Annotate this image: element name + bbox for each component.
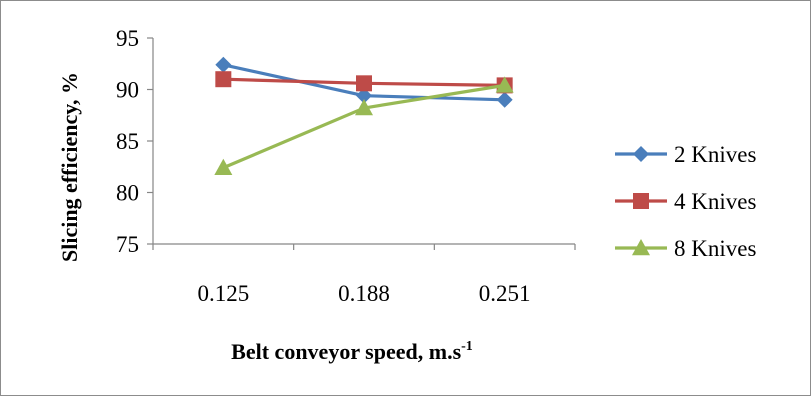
- x-tick-label: 0.251: [479, 281, 531, 306]
- data-point-8-knives: [495, 76, 514, 93]
- y-tick-label: 80: [116, 181, 139, 206]
- x-axis-title-text: Belt conveyor speed, m.s: [231, 339, 461, 364]
- legend-label: 4 Knives: [674, 189, 756, 214]
- data-point-2-knives: [356, 87, 372, 104]
- series-2-knives: [215, 56, 513, 108]
- x-axis-title-superscript: -1: [461, 339, 473, 354]
- data-point-2-knives: [215, 56, 232, 73]
- series-layer: [214, 56, 514, 175]
- y-tick-label: 85: [116, 129, 139, 154]
- x-axis-title: Belt conveyor speed, m.s-1: [231, 339, 473, 364]
- y-tick-label: 95: [116, 26, 139, 51]
- legend-item-4-knives: 4 Knives: [615, 189, 756, 214]
- data-point-8-knives: [355, 99, 373, 116]
- legend: 2 Knives 4 Knives 8 Knives: [615, 142, 756, 261]
- legend-marker: [632, 239, 650, 256]
- legend-marker: [633, 193, 649, 209]
- x-tick-label: 0.188: [338, 281, 390, 306]
- y-axis-title: Slicing efficiency, %: [57, 72, 82, 262]
- data-point-2-knives: [496, 91, 513, 108]
- y-tick-label: 75: [116, 232, 139, 257]
- y-ticks: 75 80 85 90 95: [116, 26, 153, 257]
- legend-label: 8 Knives: [674, 236, 756, 261]
- x-ticks: 0.125 0.188 0.251: [152, 244, 576, 306]
- axes: 75 80 85 90 95 0.125 0.188 0.251: [116, 26, 576, 306]
- y-tick-label: 90: [116, 78, 139, 103]
- x-tick-label: 0.125: [197, 281, 249, 306]
- legend-marker: [633, 146, 649, 162]
- data-point-8-knives: [214, 158, 233, 175]
- legend-item-2-knives: 2 Knives: [615, 142, 756, 167]
- data-point-4-knives: [215, 71, 232, 88]
- series-8-knives: [214, 76, 514, 175]
- legend-item-8-knives: 8 Knives: [615, 236, 756, 261]
- data-point-4-knives: [356, 75, 372, 92]
- legend-label: 2 Knives: [674, 142, 756, 167]
